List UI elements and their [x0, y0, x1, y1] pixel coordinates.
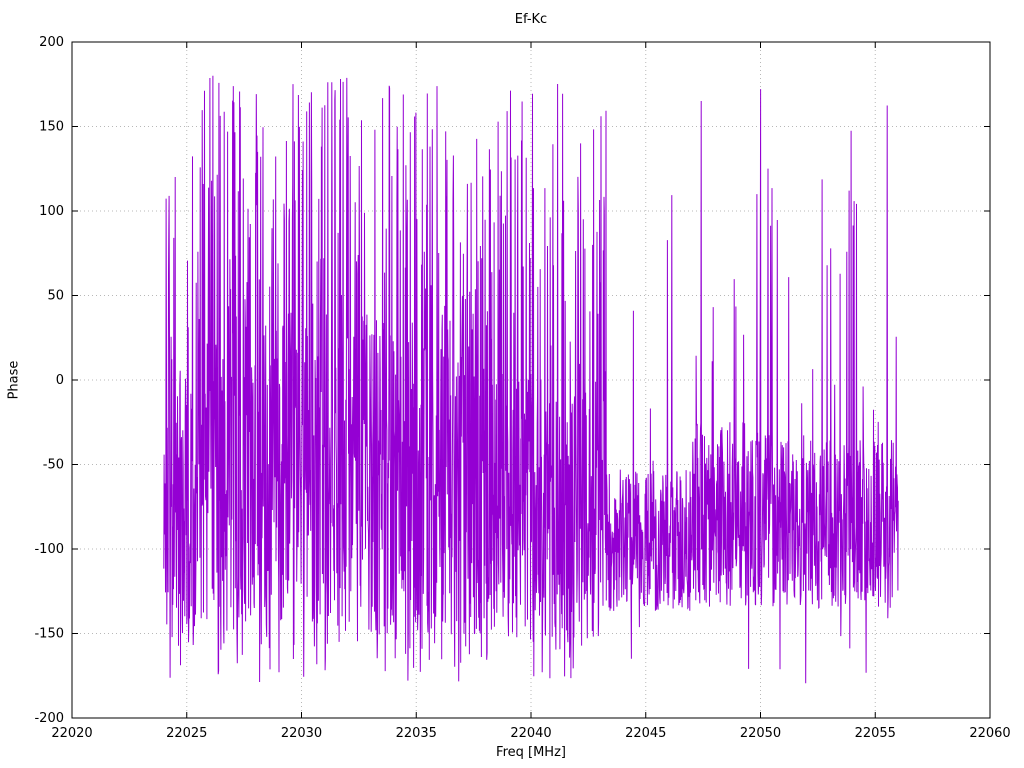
x-tick-label: 22060 — [969, 726, 1010, 741]
phase-trace — [163, 75, 899, 684]
x-tick-label: 22030 — [281, 726, 322, 741]
y-tick-label: -200 — [34, 711, 64, 726]
x-tick-label: 22025 — [166, 726, 207, 741]
y-tick-label: 200 — [39, 35, 64, 50]
y-tick-label: -100 — [34, 542, 64, 557]
chart-title: Ef-Kc — [514, 12, 548, 27]
x-tick-label: 22055 — [855, 726, 896, 741]
y-tick-label: 50 — [47, 289, 64, 304]
x-tick-label: 22045 — [625, 726, 666, 741]
x-tick-label: 22050 — [740, 726, 781, 741]
y-tick-label: 0 — [56, 373, 64, 388]
y-tick-label: 150 — [39, 120, 64, 135]
x-tick-label: 22040 — [510, 726, 551, 741]
x-tick-label: 22020 — [51, 726, 92, 741]
x-axis-label: Freq [MHz] — [496, 745, 566, 760]
y-tick-label: -150 — [34, 627, 64, 642]
y-axis-label: Phase — [6, 360, 22, 400]
y-tick-label: -50 — [43, 458, 64, 473]
x-tick-label: 22035 — [396, 726, 437, 741]
y-tick-label: 100 — [39, 204, 64, 219]
